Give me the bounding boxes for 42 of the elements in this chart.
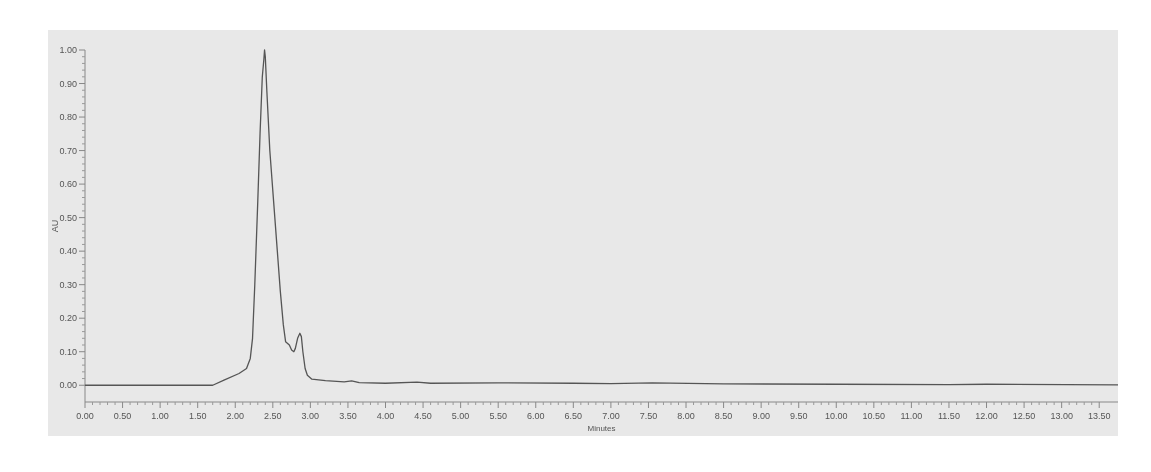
y-tick-label: 0.10 [59,346,77,357]
y-tick-label: 0.30 [59,279,77,290]
y-tick-label: 0.40 [59,246,77,257]
x-tick-label: 0.00 [76,411,94,421]
x-tick-label: 5.50 [489,411,507,421]
x-tick-label: 1.50 [188,411,207,421]
x-tick-label: 6.00 [527,411,545,421]
x-tick-label: 9.00 [752,411,770,421]
x-tick-label: 0.50 [113,411,132,421]
x-axis-title: Minutes [587,424,616,433]
x-tick-label: 4.50 [414,411,432,421]
y-tick-label: 0.80 [59,112,77,123]
x-tick-label: 8.50 [714,411,733,421]
y-tick-label: 0.60 [59,179,77,190]
y-tick-label: 0.70 [59,145,77,156]
x-tick-label: 5.00 [451,411,470,421]
line-series [84,49,1119,386]
y-tick-label: 1.00 [59,45,77,55]
x-tick-label: 12.00 [975,411,998,421]
x-tick-label: 2.50 [264,411,282,421]
y-tick-label: 0.20 [59,313,77,324]
x-tick-label: 8.00 [677,411,695,421]
y-tick-label: 0.50 [59,212,77,223]
x-tick-label: 7.50 [639,411,658,421]
x-tick-label: 9.50 [789,411,808,421]
x-tick-label: 2.00 [226,411,245,421]
x-tick-label: 10.00 [825,411,848,421]
x-tick-label: 13.50 [1087,411,1111,421]
x-tick-label: 1.00 [151,411,169,421]
x-tick-label: 11.00 [900,411,923,421]
y-axis-title: AU [50,219,60,233]
x-tick-label: 7.00 [602,411,620,421]
x-tick-label: 3.50 [339,411,357,421]
x-tick-label: 6.50 [564,411,583,421]
y-tick-label: 0.00 [59,380,77,391]
x-tick-label: 3.00 [301,411,320,421]
y-tick-label: 0.90 [59,78,77,89]
x-tick-label: 10.50 [862,411,886,421]
x-tick-label: 11.50 [938,411,960,421]
x-tick-label: 13.00 [1050,411,1073,421]
x-tick-label: 12.50 [1012,411,1036,421]
x-tick-label: 4.00 [376,411,395,421]
